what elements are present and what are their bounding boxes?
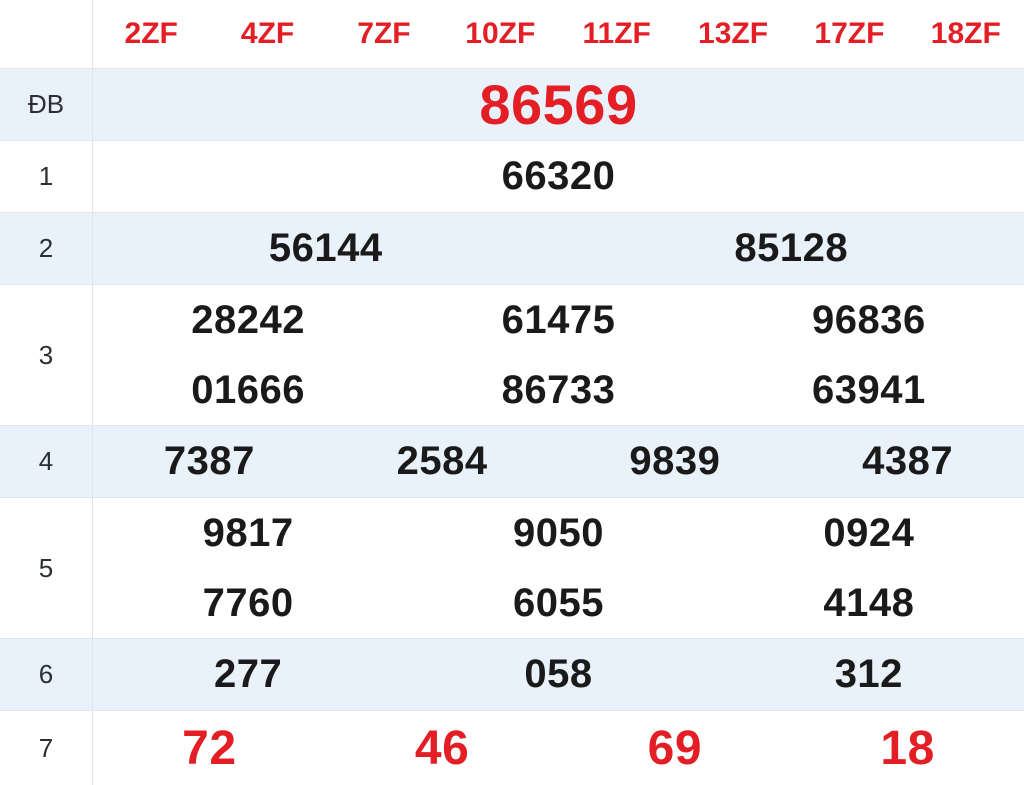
header-columns: 2ZF 4ZF 7ZF 10ZF 11ZF 13ZF 17ZF 18ZF bbox=[93, 0, 1024, 68]
prize-number: 7387 bbox=[163, 439, 255, 483]
prize-number: 2584 bbox=[396, 439, 488, 483]
column-header-11zf: 11ZF bbox=[582, 17, 651, 50]
prize-row-label: 7 bbox=[0, 711, 93, 785]
prize-row-đb: ĐB 86569 bbox=[0, 68, 1024, 140]
prize-number: 6055 bbox=[513, 580, 604, 625]
prize-value-line: 28242 61475 96836 bbox=[93, 285, 1024, 355]
prize-number: 69 bbox=[647, 721, 703, 775]
prize-row-label: 3 bbox=[0, 285, 93, 425]
header-corner-cell bbox=[0, 0, 93, 68]
prize-number: 4148 bbox=[823, 580, 915, 625]
prize-row-values: 7387 2584 9839 4387 bbox=[93, 426, 1024, 497]
prize-value-line: 7760 6055 4148 bbox=[93, 568, 1024, 638]
prize-row-label: 4 bbox=[0, 426, 93, 497]
prize-value-line: 01666 86733 63941 bbox=[93, 355, 1024, 425]
prize-number: 61475 bbox=[501, 297, 616, 342]
prize-number: 7760 bbox=[202, 580, 294, 625]
prize-row-values: 56144 85128 bbox=[93, 213, 1024, 284]
prize-number: 18 bbox=[880, 721, 935, 775]
prize-row-values: 28242 61475 96836 01666 86733 63941 bbox=[93, 285, 1024, 425]
prize-row-6: 6 277 058 312 bbox=[0, 638, 1024, 710]
prize-row-3: 3 28242 61475 96836 01666 86733 63941 bbox=[0, 284, 1024, 425]
prize-value-line: 72 46 69 18 bbox=[93, 711, 1024, 785]
prize-number: 058 bbox=[524, 652, 593, 696]
prize-number: 0924 bbox=[823, 510, 915, 555]
prize-number: 01666 bbox=[191, 367, 306, 412]
prize-row-label: 5 bbox=[0, 498, 93, 638]
prize-row-label: ĐB bbox=[0, 69, 93, 140]
prize-row-7: 7 72 46 69 18 bbox=[0, 710, 1024, 785]
prize-value-line: 56144 85128 bbox=[93, 213, 1024, 284]
prize-number: 28242 bbox=[191, 297, 306, 342]
prize-number: 46 bbox=[414, 721, 470, 775]
prize-number: 4387 bbox=[862, 439, 954, 483]
prize-row-values: 72 46 69 18 bbox=[93, 711, 1024, 785]
prize-number: 86733 bbox=[501, 367, 616, 412]
prize-number: 9817 bbox=[202, 510, 294, 555]
prize-number: 96836 bbox=[811, 297, 926, 342]
prize-number: 312 bbox=[834, 652, 903, 696]
prize-row-2: 2 56144 85128 bbox=[0, 212, 1024, 284]
prize-row-values: 86569 bbox=[93, 69, 1024, 140]
column-header-10zf: 10ZF bbox=[465, 17, 536, 50]
prize-value-line: 66320 bbox=[93, 141, 1024, 212]
column-header-17zf: 17ZF bbox=[814, 17, 885, 50]
prize-number: 9839 bbox=[629, 439, 721, 483]
prize-row-5: 5 9817 9050 0924 7760 6055 4148 bbox=[0, 497, 1024, 638]
table-header-row: 2ZF 4ZF 7ZF 10ZF 11ZF 13ZF 17ZF 18ZF bbox=[0, 0, 1024, 68]
prize-row-values: 9817 9050 0924 7760 6055 4148 bbox=[93, 498, 1024, 638]
prize-number: 63941 bbox=[811, 367, 926, 412]
prize-row-1: 1 66320 bbox=[0, 140, 1024, 212]
prize-number: 9050 bbox=[513, 510, 604, 555]
column-header-4zf: 4ZF bbox=[240, 17, 295, 50]
prize-row-values: 66320 bbox=[93, 141, 1024, 212]
results-table-body: ĐB 86569 1 66320 2 56144 85128 3 28242 61475 96836… bbox=[0, 68, 1024, 785]
prize-row-values: 277 058 312 bbox=[93, 639, 1024, 710]
prize-row-label: 2 bbox=[0, 213, 93, 284]
prize-value-line: 86569 bbox=[93, 69, 1024, 140]
column-header-13zf: 13ZF bbox=[698, 17, 769, 50]
column-header-18zf: 18ZF bbox=[930, 17, 1001, 50]
prize-number: 56144 bbox=[268, 226, 383, 270]
prize-value-line: 277 058 312 bbox=[93, 639, 1024, 710]
prize-number: 66320 bbox=[501, 154, 616, 198]
prize-value-line: 9817 9050 0924 bbox=[93, 498, 1024, 568]
prize-row-4: 4 7387 2584 9839 4387 bbox=[0, 425, 1024, 497]
column-header-2zf: 2ZF bbox=[124, 17, 178, 50]
prize-number: 85128 bbox=[734, 226, 849, 270]
prize-row-label: 6 bbox=[0, 639, 93, 710]
prize-number: 72 bbox=[182, 721, 237, 775]
prize-row-label: 1 bbox=[0, 141, 93, 212]
prize-number: 86569 bbox=[479, 73, 638, 136]
prize-number: 277 bbox=[214, 652, 283, 696]
column-header-7zf: 7ZF bbox=[357, 17, 411, 50]
prize-value-line: 7387 2584 9839 4387 bbox=[93, 426, 1024, 497]
